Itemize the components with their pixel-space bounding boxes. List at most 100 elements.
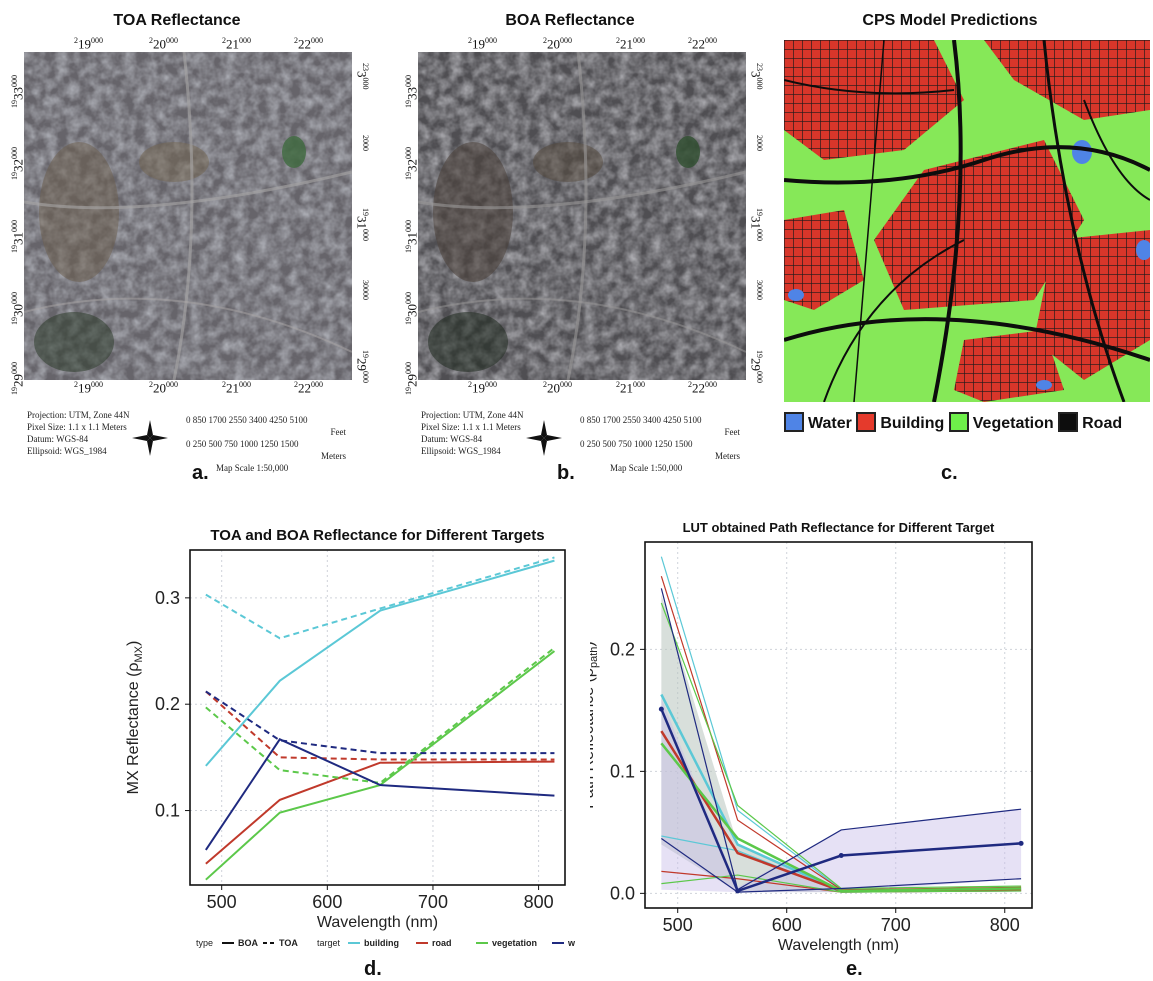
map-y-label-right: 30000: [748, 280, 764, 300]
map-x-label-bottom: 220000: [149, 380, 178, 396]
datum-text: Datum: WGS-84: [27, 433, 130, 445]
y-tick-label: 0.3: [155, 588, 180, 608]
x-tick-label: 600: [312, 892, 342, 912]
x-axis-label: Wavelength (nm): [778, 937, 899, 954]
feet-ticks: 0 850 1700 2550 3400 4250 5100: [186, 414, 346, 426]
legend-road-label: Road: [1082, 415, 1122, 432]
panel-b-north-arrow-icon: [524, 418, 564, 458]
cps-map-svg: [784, 40, 1150, 402]
ellipsoid-text: Ellipsoid: WGS_1984: [421, 445, 524, 457]
y-axis-label: MX Reflectance (ρMX): [125, 641, 145, 795]
series-point: [659, 707, 664, 712]
cps-prediction-map: [784, 40, 1150, 402]
toa-image-svg: [24, 52, 352, 380]
path-reflectance-chart: LUT obtained Path Reflectance for Differ…: [590, 518, 1040, 958]
panel-e-letter: e.: [846, 958, 863, 981]
map-x-label-top: 222000: [688, 36, 717, 52]
projection-text: Projection: UTM, Zone 44N: [27, 409, 130, 421]
y-tick-label: 0.1: [155, 801, 180, 821]
map-scale-text: Map Scale 1:50,000: [186, 462, 346, 474]
x-tick-label: 700: [881, 915, 911, 935]
map-y-label-right: 30000: [354, 280, 370, 300]
map-y-label-right: 233000: [748, 63, 764, 90]
x-tick-label: 500: [207, 892, 237, 912]
map-x-label-top: 221000: [616, 36, 645, 52]
feet-unit: Feet: [580, 426, 740, 438]
legend-boa-label: BOA: [238, 938, 259, 948]
projection-text: Projection: UTM, Zone 44N: [421, 409, 524, 421]
y-tick-label: 0.2: [155, 694, 180, 714]
legend-road: Road: [1058, 415, 1122, 432]
map-y-label-right: 1929000: [354, 350, 370, 383]
map-x-label-bottom: 219000: [74, 380, 103, 396]
legend-road-label: road: [432, 938, 452, 948]
map-y-label-right: 2000: [748, 135, 764, 151]
map-y-label-right: 1931000: [748, 208, 764, 241]
legend-toa-label: TOA: [279, 938, 298, 948]
map-y-label-right: 1931000: [354, 208, 370, 241]
legend-vegetation-label: vegetation: [492, 938, 537, 948]
panel-a-letter: a.: [192, 462, 209, 485]
panel-a-scalebar: 0 850 1700 2550 3400 4250 5100 Feet 0 25…: [186, 414, 346, 474]
road-swatch: [1058, 412, 1078, 432]
meter-ticks: 0 250 500 750 1000 1250 1500: [186, 438, 346, 450]
meter-unit: Meters: [580, 450, 740, 462]
water-swatch: [784, 412, 804, 432]
panel-c-title: CPS Model Predictions: [820, 12, 1080, 30]
y-tick-label: 0.1: [610, 761, 635, 781]
map-x-label-top: 221000: [222, 36, 251, 52]
x-axis-label: Wavelength (nm): [317, 914, 438, 931]
legend-vegetation-label: Vegetation: [973, 415, 1054, 432]
vegetation-swatch: [949, 412, 969, 432]
series-point: [839, 853, 844, 858]
panel-d-letter: d.: [364, 958, 382, 981]
map-y-label-right: 1929000: [748, 350, 764, 383]
chart-title: LUT obtained Path Reflectance for Differ…: [683, 520, 995, 535]
toa-satellite-image: [24, 52, 352, 380]
map-x-label-bottom: 220000: [543, 380, 572, 396]
pixel-size-text: Pixel Size: 1.1 x 1.1 Meters: [421, 421, 524, 433]
boa-image-svg: [418, 52, 746, 380]
pixel-size-text: Pixel Size: 1.1 x 1.1 Meters: [27, 421, 130, 433]
y-tick-label: 0.0: [610, 883, 635, 903]
meter-ticks: 0 250 500 750 1000 1250 1500: [580, 438, 740, 450]
map-y-label-right: 233000: [354, 63, 370, 90]
panel-a-title: TOA Reflectance: [62, 12, 292, 30]
legend-water: Water: [784, 415, 852, 432]
chart-title: TOA and BOA Reflectance for Different Ta…: [210, 527, 544, 544]
series-line-road-boa: [206, 762, 555, 864]
x-tick-label: 800: [990, 915, 1020, 935]
legend-water-label: water: [567, 938, 575, 948]
map-x-label-bottom: 221000: [222, 380, 251, 396]
x-tick-label: 600: [772, 915, 802, 935]
map-scale-text: Map Scale 1:50,000: [580, 462, 740, 474]
map-x-label-top: 222000: [294, 36, 323, 52]
series-line-vegetation-boa: [206, 651, 555, 880]
map-x-label-bottom: 221000: [616, 380, 645, 396]
map-x-label-bottom: 222000: [294, 380, 323, 396]
meter-unit: Meters: [186, 450, 346, 462]
legend-building-label: Building: [880, 415, 944, 432]
legend-building: Building: [856, 415, 944, 432]
ellipsoid-text: Ellipsoid: WGS_1984: [27, 445, 130, 457]
map-x-label-bottom: 219000: [468, 380, 497, 396]
panel-b-map-info: Projection: UTM, Zone 44N Pixel Size: 1.…: [421, 409, 524, 457]
map-x-label-top: 220000: [149, 36, 178, 52]
chart-legend: type BOA TOA target building road vegetation wa…: [196, 938, 575, 948]
panel-b-title: BOA Reflectance: [455, 12, 685, 30]
legend-water-label: Water: [808, 415, 852, 432]
map-x-label-top: 219000: [74, 36, 103, 52]
y-axis-label: Path Reflectance (ρpath): [590, 641, 600, 808]
series-point: [1019, 841, 1024, 846]
map-x-label-top: 220000: [543, 36, 572, 52]
map-x-label-top: 219000: [468, 36, 497, 52]
y-tick-label: 0.2: [610, 639, 635, 659]
x-tick-label: 800: [524, 892, 554, 912]
legend-type-title: type: [196, 938, 213, 948]
panel-a-map-info: Projection: UTM, Zone 44N Pixel Size: 1.…: [27, 409, 130, 457]
legend-vegetation: Vegetation: [949, 415, 1054, 432]
boa-satellite-image: [418, 52, 746, 380]
panel-a-north-arrow-icon: [130, 418, 170, 458]
map-x-label-bottom: 222000: [688, 380, 717, 396]
plot-frame: [190, 550, 565, 885]
